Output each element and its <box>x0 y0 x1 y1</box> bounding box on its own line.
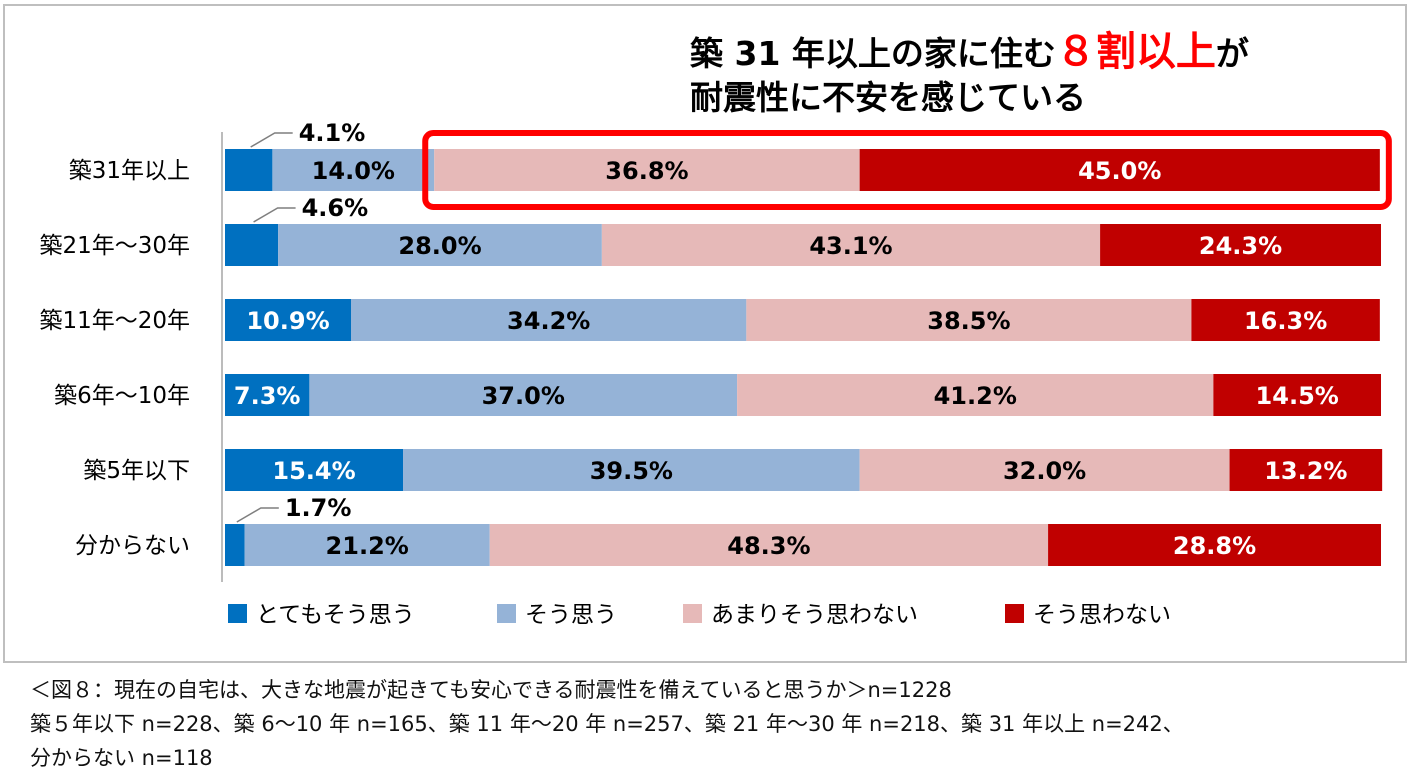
headline-part-1: 築 31 年以上の家に住む <box>690 34 1056 73</box>
data-label: 43.1% <box>809 232 892 260</box>
data-label: 39.5% <box>590 457 673 485</box>
legend-swatch <box>683 604 702 623</box>
category-label: 築21年～30年 <box>39 233 190 259</box>
bar-segment <box>351 299 747 341</box>
data-label: 36.8% <box>605 157 688 185</box>
bar-segment <box>1229 449 1383 491</box>
data-label: 14.0% <box>312 157 395 185</box>
bar-segment <box>434 149 860 191</box>
bar-segment <box>403 449 860 491</box>
data-label: 48.3% <box>727 532 810 560</box>
highlight-box <box>422 130 1392 210</box>
category-label: 築11年～20年 <box>39 308 190 334</box>
caption-line-3: 分からない n=118 <box>30 746 213 770</box>
caption-line-1: ＜図８：現在の自宅は、大きな地震が起きても安心できる耐震性を備えていると思うか＞… <box>30 678 952 702</box>
legend-label: とてもそう思う <box>256 602 415 628</box>
callout-label: 4.6% <box>302 194 369 222</box>
bar-segment <box>225 224 279 266</box>
data-label: 41.2% <box>934 382 1017 410</box>
bar-segment <box>1191 299 1380 341</box>
bar-segment <box>1213 374 1381 416</box>
data-label: 28.0% <box>398 232 481 260</box>
bar-segment <box>1048 524 1381 566</box>
headline-line-2: 耐震性に不安を感じている <box>690 78 1086 117</box>
callout-label: 1.7% <box>285 494 352 522</box>
bar-segment <box>1100 224 1381 266</box>
bar-segment <box>225 524 245 566</box>
headline-part-2: が <box>1215 34 1249 73</box>
bar-segment <box>225 374 310 416</box>
data-label: 32.0% <box>1003 457 1086 485</box>
legend-swatch <box>1005 604 1024 623</box>
legend-label: そう思わない <box>1033 602 1171 628</box>
bar-segment <box>859 149 1380 191</box>
headline-line-1: 築 31 年以上の家に住む８割以上が <box>690 30 1249 76</box>
bar-segment <box>225 449 404 491</box>
data-label: 15.4% <box>272 457 355 485</box>
bar-segment <box>225 299 352 341</box>
category-label: 分からない <box>75 533 190 559</box>
bar-segment <box>272 149 435 191</box>
category-label: 築6年～10年 <box>54 383 190 409</box>
data-label: 37.0% <box>482 382 565 410</box>
legend-label: そう思う <box>525 602 617 628</box>
legend-label: あまりそう思わない <box>711 602 918 628</box>
bar-segment <box>489 524 1049 566</box>
bar-segment <box>737 374 1214 416</box>
caption-line-2: 築５年以下 n=228、築 6～10 年 n=165、築 11 年～20 年 n… <box>30 712 1184 736</box>
data-label: 38.5% <box>927 307 1010 335</box>
data-label: 34.2% <box>507 307 590 335</box>
category-label: 築31年以上 <box>69 158 190 184</box>
data-label: 24.3% <box>1199 232 1282 260</box>
bar-segment <box>309 374 738 416</box>
data-label: 7.3% <box>234 382 301 410</box>
bar-segment <box>278 224 602 266</box>
bar-segment <box>225 149 273 191</box>
legend-swatch <box>497 604 516 623</box>
headline-highlight: ８割以上 <box>1055 29 1216 75</box>
data-label: 21.2% <box>326 532 409 560</box>
data-label: 16.3% <box>1244 307 1327 335</box>
bar-segment <box>859 449 1230 491</box>
data-label: 28.8% <box>1173 532 1256 560</box>
legend-swatch <box>228 604 247 623</box>
callout-label: 4.1% <box>299 119 366 147</box>
callout-leader-line <box>250 132 293 148</box>
data-label: 13.2% <box>1264 457 1347 485</box>
bar-segment <box>601 224 1101 266</box>
data-label: 45.0% <box>1078 157 1161 185</box>
category-label: 築5年以下 <box>83 458 190 484</box>
bar-segment <box>746 299 1192 341</box>
data-label: 10.9% <box>246 307 329 335</box>
callout-leader-line <box>253 207 296 223</box>
callout-leader-line <box>236 507 279 523</box>
bar-segment <box>244 524 490 566</box>
data-label: 14.5% <box>1256 382 1339 410</box>
